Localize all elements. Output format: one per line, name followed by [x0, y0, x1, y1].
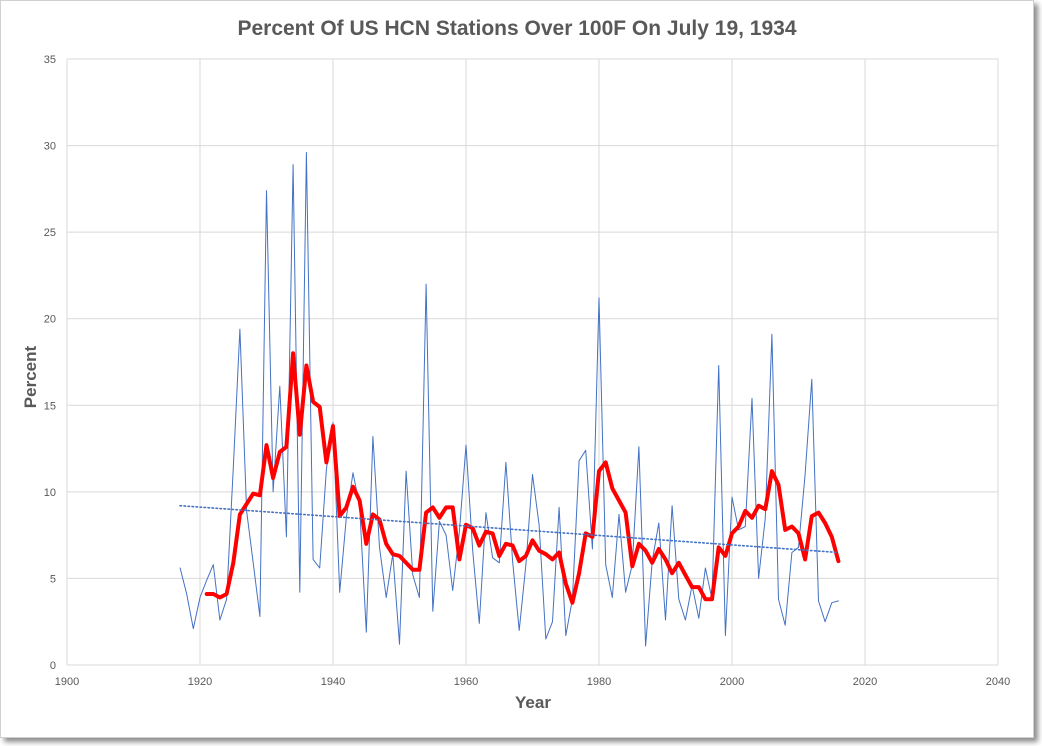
gridlines — [66, 58, 999, 666]
chart-title: Percent Of US HCN Stations Over 100F On … — [237, 17, 797, 40]
thin-series-line — [179, 152, 839, 647]
y-tick-label: 30 — [44, 141, 56, 153]
x-tick-label: 2000 — [720, 676, 744, 688]
x-tick-label: 1940 — [321, 676, 345, 688]
tick-labels: 0 5 10 15 20 25 30 35 1900 1920 1940 1960 1980 2000 20… — [44, 54, 1010, 688]
y-tick-label: 0 — [50, 660, 56, 672]
x-tick-label: 1920 — [188, 676, 212, 688]
x-tick-label: 1900 — [55, 676, 79, 688]
x-axis-label: Year — [515, 693, 551, 712]
y-tick-label: 10 — [44, 487, 56, 499]
x-tick-label: 1960 — [454, 676, 478, 688]
x-tick-label: 2020 — [853, 676, 877, 688]
dotted-trendline — [179, 504, 840, 554]
y-tick-label: 5 — [50, 573, 56, 585]
y-tick-label: 20 — [44, 314, 56, 326]
thick-series-line — [204, 351, 841, 605]
x-tick-label: 1980 — [587, 676, 611, 688]
y-tick-label: 15 — [44, 400, 56, 412]
plot-area: 0 5 10 15 20 25 30 35 1900 1920 1940 1960 1980 2000 20… — [44, 54, 1010, 688]
series-layer — [179, 152, 841, 647]
y-tick-label: 25 — [44, 227, 56, 239]
y-tick-label: 35 — [44, 54, 56, 66]
x-tick-label: 2040 — [986, 676, 1010, 688]
